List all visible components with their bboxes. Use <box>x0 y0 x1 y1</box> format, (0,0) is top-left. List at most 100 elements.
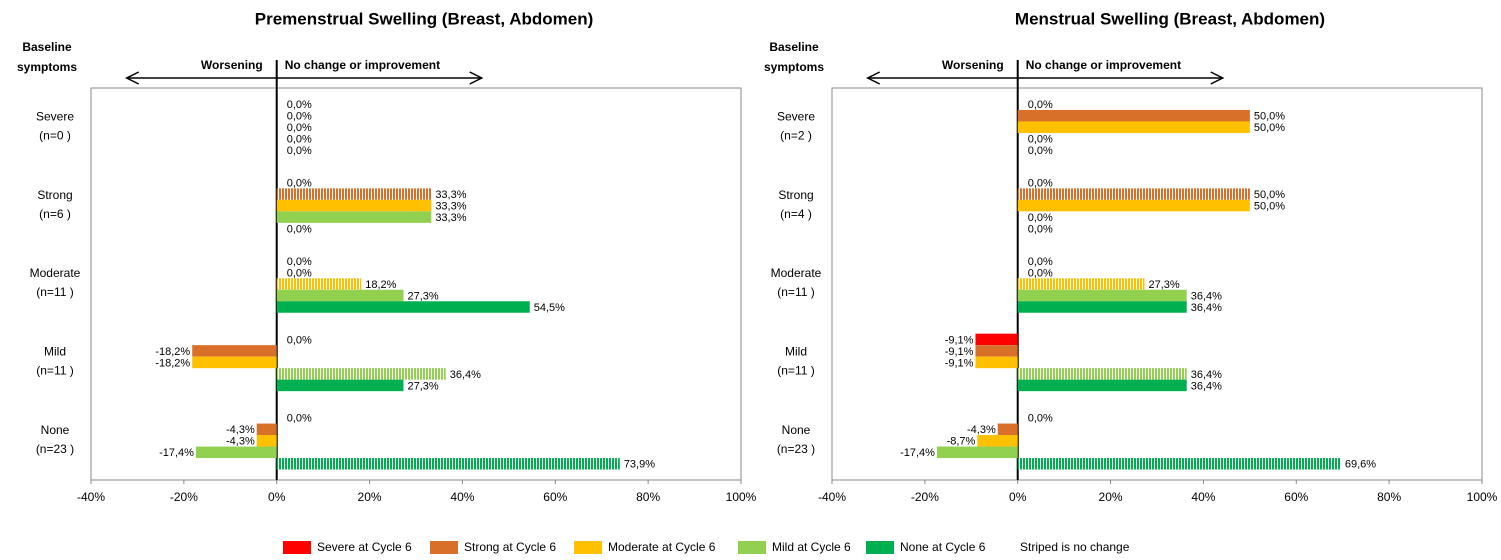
bar <box>276 211 432 223</box>
annotation: Worsening <box>201 58 263 72</box>
data-label: 0,0% <box>287 224 312 236</box>
x-tick-label: -40% <box>818 490 846 504</box>
data-label: -18,2% <box>155 346 190 358</box>
data-label: 0,0% <box>287 413 312 425</box>
x-tick-label: 40% <box>1191 490 1215 504</box>
category-count: (n=4 ) <box>780 207 812 221</box>
row-header: Baseline <box>769 40 819 54</box>
category-label: Severe <box>36 109 74 123</box>
data-label: 0,0% <box>287 267 312 279</box>
bar <box>276 188 432 200</box>
row-header: symptoms <box>17 60 77 74</box>
x-tick-label: 80% <box>636 490 660 504</box>
data-label: 50,0% <box>1254 189 1285 201</box>
category-count: (n=2 ) <box>780 128 812 142</box>
data-label: 50,0% <box>1254 111 1285 123</box>
bar <box>276 368 446 380</box>
x-tick-label: 40% <box>450 490 474 504</box>
category-label: None <box>41 423 70 437</box>
data-label: 69,6% <box>1345 459 1376 471</box>
x-tick-label: 100% <box>726 490 757 504</box>
x-tick-label: 80% <box>1377 490 1401 504</box>
bar <box>1017 188 1250 200</box>
legend-label: Severe at Cycle 6 <box>317 540 412 554</box>
category-count: (n=23 ) <box>777 442 815 456</box>
x-tick-label: -20% <box>170 490 198 504</box>
data-label: -9,1% <box>945 334 974 346</box>
data-label: 50,0% <box>1254 201 1285 213</box>
data-label: 0,0% <box>1028 267 1053 279</box>
data-label: 0,0% <box>287 334 312 346</box>
category-label: Moderate <box>771 266 822 280</box>
data-label: 33,3% <box>435 189 466 201</box>
category-label: Strong <box>37 188 72 202</box>
legend-label: Moderate at Cycle 6 <box>608 540 716 554</box>
legend-swatch <box>283 541 311 554</box>
category-label: Moderate <box>30 266 81 280</box>
annotation: No change or improvement <box>1026 58 1181 72</box>
bar <box>1017 121 1250 133</box>
category-count: (n=11 ) <box>777 364 814 378</box>
legend-swatch <box>866 541 894 554</box>
data-label: 18,2% <box>365 279 396 291</box>
plot-area <box>90 87 742 481</box>
arrowhead <box>866 71 881 85</box>
data-label: 0,0% <box>287 122 312 134</box>
arrowhead <box>469 71 484 85</box>
data-label: 0,0% <box>1028 145 1053 157</box>
category-label: Strong <box>778 188 813 202</box>
data-label: -17,4% <box>159 447 194 459</box>
legend-swatch <box>430 541 458 554</box>
data-label: 0,0% <box>1028 224 1053 236</box>
x-tick-label: 60% <box>543 490 567 504</box>
bar <box>195 446 277 459</box>
data-label: 36,4% <box>1191 302 1222 314</box>
data-label: 27,3% <box>1148 279 1179 291</box>
bar <box>977 435 1018 447</box>
bar <box>975 356 1018 369</box>
legend-label: None at Cycle 6 <box>900 540 986 554</box>
data-label: 0,0% <box>1028 178 1053 190</box>
bar <box>1017 368 1187 380</box>
x-tick-label: 60% <box>1284 490 1308 504</box>
legend-swatch <box>574 541 602 554</box>
data-label: 0,0% <box>1028 212 1053 224</box>
data-label: 36,4% <box>1191 380 1222 392</box>
bar <box>936 446 1018 459</box>
bar <box>276 458 620 470</box>
category-count: (n=6 ) <box>39 207 71 221</box>
category-count: (n=11 ) <box>36 285 73 299</box>
data-label: 36,4% <box>1191 369 1222 381</box>
annotation: No change or improvement <box>285 58 440 72</box>
x-tick-label: 0% <box>1009 490 1027 504</box>
bar <box>1017 199 1250 212</box>
data-label: 0,0% <box>287 256 312 268</box>
x-tick-label: 20% <box>358 490 382 504</box>
bar <box>1017 458 1341 470</box>
category-count: (n=0 ) <box>39 128 71 142</box>
data-label: 54,5% <box>534 302 565 314</box>
data-label: -17,4% <box>900 447 935 459</box>
bar <box>276 301 530 313</box>
x-tick-label: 20% <box>1099 490 1123 504</box>
category-label: Mild <box>44 345 66 359</box>
bar <box>975 345 1018 357</box>
data-label: -8,7% <box>947 436 976 448</box>
bar <box>1017 289 1187 302</box>
data-label: 27,3% <box>407 290 438 302</box>
bar <box>256 435 277 447</box>
bar <box>192 356 277 369</box>
arrowhead <box>125 71 140 85</box>
bar <box>1017 278 1145 290</box>
data-label: 0,0% <box>1028 134 1053 146</box>
data-label: 36,4% <box>450 369 481 381</box>
chart-title: Premenstrual Swelling (Breast, Abdomen) <box>255 9 594 28</box>
legend-swatch <box>738 541 766 554</box>
category-count: (n=11 ) <box>36 364 73 378</box>
bar <box>192 345 277 357</box>
x-tick-label: 100% <box>1467 490 1498 504</box>
category-count: (n=11 ) <box>777 285 814 299</box>
legend-label: Mild at Cycle 6 <box>772 540 851 554</box>
bar <box>975 333 1018 346</box>
